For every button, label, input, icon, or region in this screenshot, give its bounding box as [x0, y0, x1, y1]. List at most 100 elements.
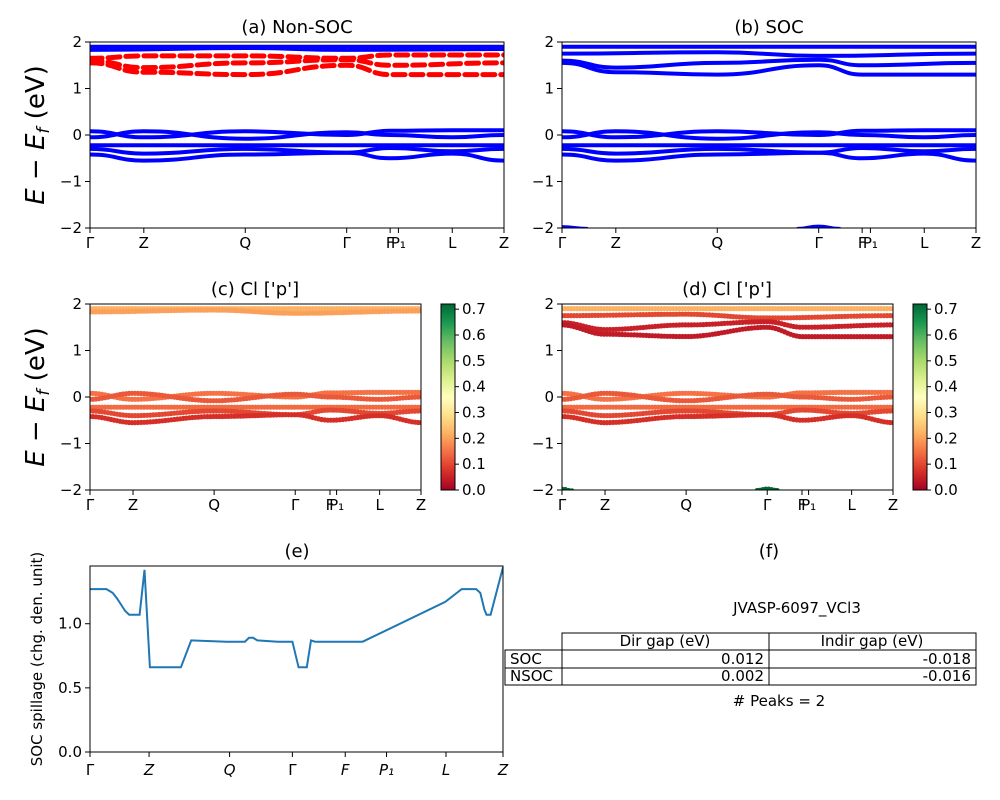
colorbar-tick-label: 0.5: [934, 352, 958, 370]
gap-table-value: 0.002: [721, 667, 764, 685]
gap-table-header-indir: Indir gap (eV): [821, 632, 924, 650]
ytick-label: −1: [532, 173, 554, 191]
band-line: [796, 224, 842, 228]
panel-a-bands: [90, 44, 504, 163]
xtick-label: Z: [128, 496, 138, 514]
gap-table: Dir gap (eV) Indir gap (eV) SOC 0.012 -0…: [504, 632, 977, 686]
material-id: JVASP-6097_VCl3: [732, 599, 861, 618]
xtick-label: P₁: [329, 496, 344, 514]
xtick-label: Γ: [86, 761, 95, 779]
colorbar-tick-label: 0.6: [934, 326, 958, 344]
band-line: [90, 129, 504, 141]
panel-c-ylabel: E − Ef (eV): [21, 327, 54, 467]
xtick-label: Q: [680, 496, 692, 514]
ytick-label: −2: [532, 219, 554, 237]
ytick-label: −2: [60, 481, 82, 499]
band-point: [890, 420, 893, 426]
colorbar-tick-label: 0.4: [934, 378, 958, 396]
spillage-line: [90, 567, 503, 669]
ytick-label: 0: [544, 126, 554, 144]
xtick-label: P₁: [391, 234, 406, 252]
band-line: [562, 50, 976, 58]
colorbar-tick-label: 0.3: [462, 404, 486, 422]
xtick-label: Γ: [288, 761, 297, 779]
ytick-label: 2: [72, 295, 82, 313]
panel-e-axes: 0.0 0.5 1.0 Γ Z Q Γ F P₁ L Z: [58, 615, 509, 779]
band-line: [562, 225, 589, 228]
xtick-label: F: [798, 496, 807, 514]
xtick-label: F: [326, 496, 335, 514]
colorbar-tick-label: 0.1: [462, 455, 486, 473]
ytick-label: 0: [72, 126, 82, 144]
panel-c-axes: −2 −1 0 1 2 Γ Z Q Γ FP₁ L Z: [60, 295, 426, 514]
colorbar-tick-label: 0.0: [934, 481, 958, 499]
xtick-label: Z: [888, 496, 898, 514]
panel-c-title: (c) Cl ['p']: [211, 279, 299, 300]
xtick-label: L: [442, 761, 450, 779]
xtick-label: P₁: [801, 496, 816, 514]
band-point: [418, 389, 421, 395]
band-point: [418, 394, 421, 400]
gap-table-value: -0.016: [923, 667, 971, 685]
xtick-label: Z: [499, 234, 509, 252]
ytick-label: −2: [60, 219, 82, 237]
ytick-label: 1: [544, 80, 554, 98]
band-point: [774, 487, 780, 490]
ytick-label: 2: [544, 295, 554, 313]
panel-e-ylabel: SOC spillage (chg. den. unit): [28, 552, 46, 767]
band-line: [562, 129, 976, 141]
ytick-label: 1.0: [58, 615, 82, 633]
colorbar-tick-label: 0.7: [934, 300, 958, 318]
band-line: [90, 150, 504, 163]
xtick-label: Z: [497, 761, 509, 779]
panel-a-axes: −2 −1 0 1 2 Γ Z Q Γ FP₁ L Z: [60, 33, 509, 252]
xtick-label: L: [448, 234, 457, 252]
gap-table-row-label: NSOC: [510, 667, 553, 685]
xtick-label: Z: [600, 496, 610, 514]
panel-a: (a) Non-SOC −2 −1 0 1 2 Γ Z Q Γ FP₁ L Z E − Ef (eV): [21, 17, 509, 252]
band-point: [418, 408, 421, 414]
xtick-label: Q: [711, 234, 723, 252]
xtick-label: Z: [611, 234, 621, 252]
ytick-label: −1: [60, 435, 82, 453]
band-point: [418, 308, 421, 314]
colorbar-tick-label: 0.2: [934, 429, 958, 447]
band-point: [890, 334, 893, 340]
panel-d-title: (d) Cl ['p']: [682, 279, 772, 300]
band-line: [90, 60, 504, 78]
colorbar-tick-label: 0.7: [462, 300, 486, 318]
colorbar-tick-label: 0.1: [934, 455, 958, 473]
xtick-label: Q: [224, 761, 236, 779]
ytick-label: −1: [532, 435, 554, 453]
xtick-label: F: [386, 234, 395, 252]
band-point: [890, 408, 893, 414]
panel-e-title: (e): [284, 541, 309, 562]
xtick-label: Z: [971, 234, 981, 252]
ytick-label: 0: [72, 388, 82, 406]
panel-c-bands: [90, 306, 421, 426]
band-point: [890, 322, 893, 328]
xtick-label: Z: [139, 234, 149, 252]
panel-d-bands: [562, 306, 893, 490]
band-line: [562, 60, 976, 77]
xtick-label: Γ: [343, 234, 352, 252]
band-point: [890, 306, 893, 312]
ytick-label: 2: [544, 33, 554, 51]
gap-table-cell: [768, 667, 977, 686]
panel-b-axes: −2 −1 0 1 2 Γ Z Q Γ FP₁ L Z: [532, 33, 981, 252]
band-line: [562, 57, 976, 70]
band-point: [569, 488, 575, 490]
ytick-label: 0.5: [58, 679, 82, 697]
gap-table-value: 0.012: [721, 650, 764, 668]
xtick-label: Γ: [86, 496, 95, 514]
colorbar-tick-label: 0.0: [462, 481, 486, 499]
xtick-label: Γ: [291, 496, 300, 514]
band-line: [90, 45, 504, 52]
colorbar-tick-label: 0.2: [462, 429, 486, 447]
xtick-label: Γ: [558, 496, 567, 514]
panel-e-spillage: [90, 567, 503, 669]
xtick-label: L: [847, 496, 856, 514]
ytick-label: 1: [72, 80, 82, 98]
band-point: [890, 389, 893, 395]
